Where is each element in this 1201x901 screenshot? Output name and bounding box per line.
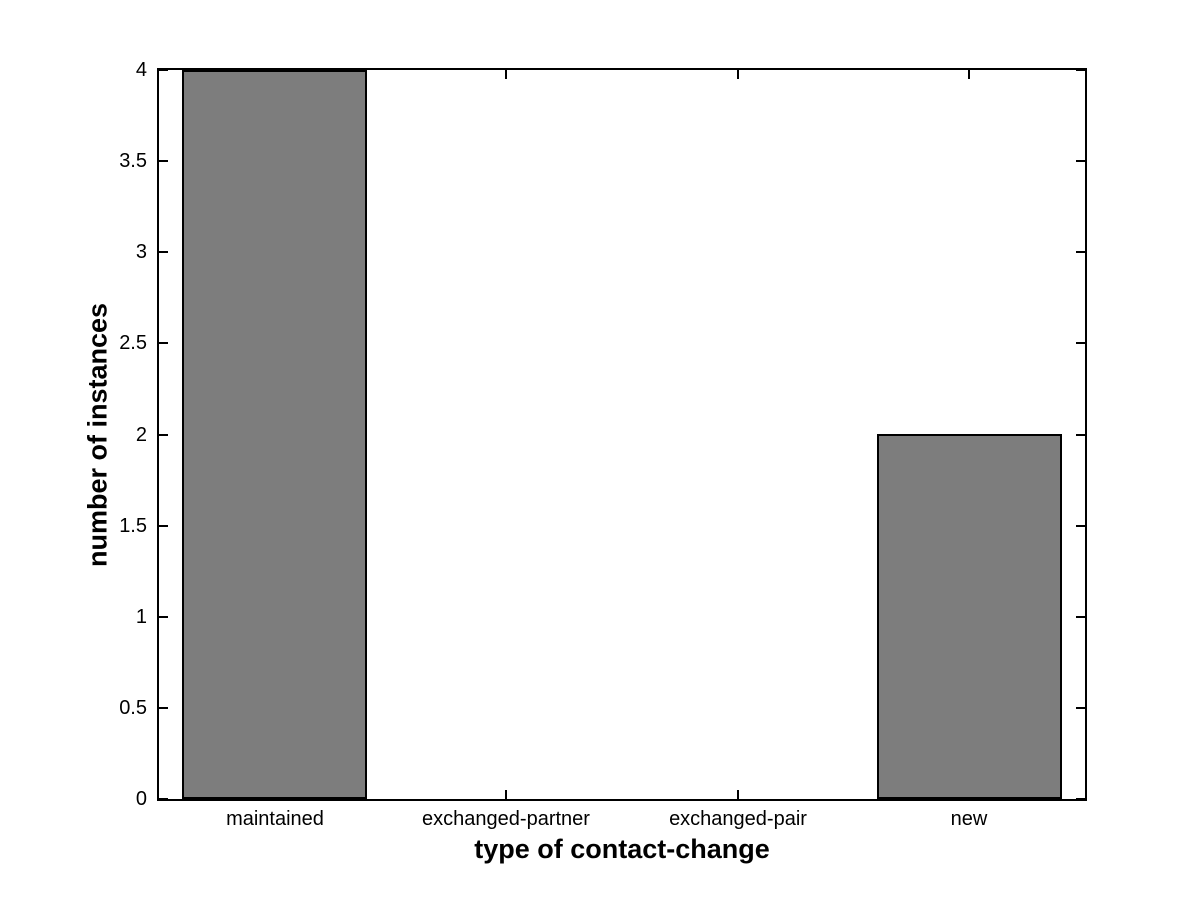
y-tick — [159, 434, 168, 436]
y-axis-label-text: number of instances — [82, 302, 113, 568]
x-tick — [737, 790, 739, 799]
y-tick-label: 2 — [135, 424, 147, 446]
y-tick — [159, 69, 168, 71]
plot-area — [157, 68, 1087, 801]
y-tick-label: 3.5 — [119, 150, 147, 172]
y-tick — [1076, 434, 1085, 436]
y-tick — [159, 798, 168, 800]
y-tick-label: 0.5 — [119, 697, 147, 719]
y-tick-label: 1.5 — [119, 515, 147, 537]
x-axis-label: type of contact-change — [474, 834, 770, 864]
y-tick — [1076, 160, 1085, 162]
y-tick-label: 3 — [135, 241, 147, 263]
y-tick — [1076, 251, 1085, 253]
x-tick — [505, 70, 507, 79]
x-tick-label: maintained — [226, 808, 324, 830]
y-tick — [159, 160, 168, 162]
y-tick — [159, 251, 168, 253]
x-tick-label: exchanged-pair — [669, 808, 807, 830]
y-tick — [159, 342, 168, 344]
x-tick-label: new — [950, 808, 988, 830]
y-tick — [159, 525, 168, 527]
y-tick — [1076, 525, 1085, 527]
y-tick-label: 0 — [135, 788, 147, 810]
x-tick — [737, 70, 739, 79]
y-tick — [1076, 707, 1085, 709]
y-tick-label: 1 — [135, 606, 147, 628]
y-tick — [1076, 798, 1085, 800]
x-tick-label: exchanged-partner — [422, 808, 590, 830]
y-tick-label: 2.5 — [119, 332, 147, 354]
bar — [877, 434, 1062, 799]
y-tick — [159, 616, 168, 618]
y-tick — [159, 707, 168, 709]
x-tick — [505, 790, 507, 799]
y-tick — [1076, 69, 1085, 71]
x-tick — [968, 70, 970, 79]
bar — [182, 70, 367, 799]
y-tick — [1076, 616, 1085, 618]
y-tick-label: 4 — [135, 59, 147, 81]
y-tick — [1076, 342, 1085, 344]
